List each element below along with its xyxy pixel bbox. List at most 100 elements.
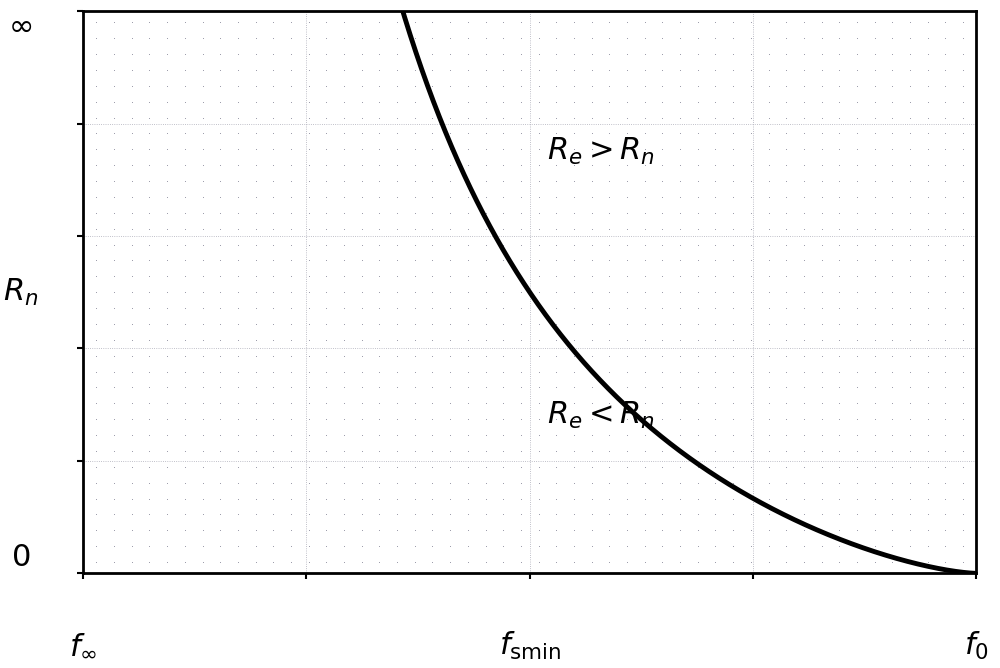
- Point: [283, 382, 299, 393]
- Point: [177, 430, 193, 440]
- Point: [690, 382, 706, 393]
- Point: [920, 366, 936, 377]
- Point: [159, 446, 175, 456]
- Point: [937, 65, 953, 75]
- Point: [867, 176, 883, 186]
- Point: [442, 556, 458, 567]
- Point: [159, 366, 175, 377]
- Point: [230, 208, 246, 218]
- Point: [495, 223, 511, 234]
- Point: [902, 96, 918, 107]
- Point: [548, 112, 564, 123]
- Point: [619, 351, 635, 361]
- Point: [336, 556, 352, 567]
- Point: [637, 223, 653, 234]
- Point: [318, 255, 334, 266]
- Point: [283, 446, 299, 456]
- Point: [920, 192, 936, 202]
- Point: [336, 223, 352, 234]
- Point: [548, 541, 564, 552]
- Point: [548, 319, 564, 329]
- Point: [460, 335, 476, 345]
- Point: [371, 96, 387, 107]
- Point: [902, 319, 918, 329]
- Point: [230, 271, 246, 282]
- Point: [796, 493, 812, 504]
- Point: [424, 525, 440, 536]
- Point: [230, 96, 246, 107]
- Point: [354, 398, 370, 409]
- Point: [601, 556, 617, 567]
- Point: [548, 176, 564, 186]
- Point: [584, 478, 600, 488]
- Point: [212, 430, 228, 440]
- Point: [212, 17, 228, 27]
- Point: [884, 49, 900, 59]
- Point: [354, 112, 370, 123]
- Point: [884, 414, 900, 425]
- Point: [478, 335, 494, 345]
- Point: [230, 239, 246, 250]
- Point: [407, 271, 423, 282]
- Point: [177, 223, 193, 234]
- Point: [566, 541, 582, 552]
- Point: [920, 176, 936, 186]
- Point: [460, 128, 476, 139]
- Point: [637, 128, 653, 139]
- Point: [442, 493, 458, 504]
- Point: [884, 493, 900, 504]
- Point: [283, 112, 299, 123]
- Point: [318, 144, 334, 155]
- Point: [601, 160, 617, 170]
- Point: [159, 96, 175, 107]
- Point: [796, 33, 812, 43]
- Point: [495, 556, 511, 567]
- Point: [601, 144, 617, 155]
- Point: [937, 303, 953, 313]
- Point: [761, 509, 777, 520]
- Point: [743, 556, 759, 567]
- Point: [849, 223, 865, 234]
- Point: [548, 33, 564, 43]
- Point: [230, 112, 246, 123]
- Point: [707, 17, 723, 27]
- Point: [761, 271, 777, 282]
- Point: [336, 541, 352, 552]
- Point: [672, 271, 688, 282]
- Point: [566, 96, 582, 107]
- Point: [672, 398, 688, 409]
- Point: [761, 398, 777, 409]
- Point: [159, 81, 175, 92]
- Point: [371, 351, 387, 361]
- Point: [106, 509, 122, 520]
- Point: [230, 430, 246, 440]
- Point: [424, 430, 440, 440]
- Point: [831, 81, 847, 92]
- Point: [301, 176, 317, 186]
- Point: [495, 430, 511, 440]
- Point: [265, 17, 281, 27]
- Point: [690, 430, 706, 440]
- Point: [424, 382, 440, 393]
- Point: [796, 303, 812, 313]
- Point: [707, 398, 723, 409]
- Point: [690, 525, 706, 536]
- Point: [654, 351, 670, 361]
- Point: [707, 96, 723, 107]
- Point: [619, 128, 635, 139]
- Point: [301, 287, 317, 297]
- Point: [725, 478, 741, 488]
- Point: [637, 303, 653, 313]
- Point: [743, 366, 759, 377]
- Point: [389, 271, 405, 282]
- Point: [778, 398, 794, 409]
- Point: [743, 33, 759, 43]
- Point: [831, 525, 847, 536]
- Point: [336, 398, 352, 409]
- Point: [371, 556, 387, 567]
- Point: [814, 160, 830, 170]
- Point: [566, 430, 582, 440]
- Point: [371, 112, 387, 123]
- Point: [389, 176, 405, 186]
- Point: [955, 541, 971, 552]
